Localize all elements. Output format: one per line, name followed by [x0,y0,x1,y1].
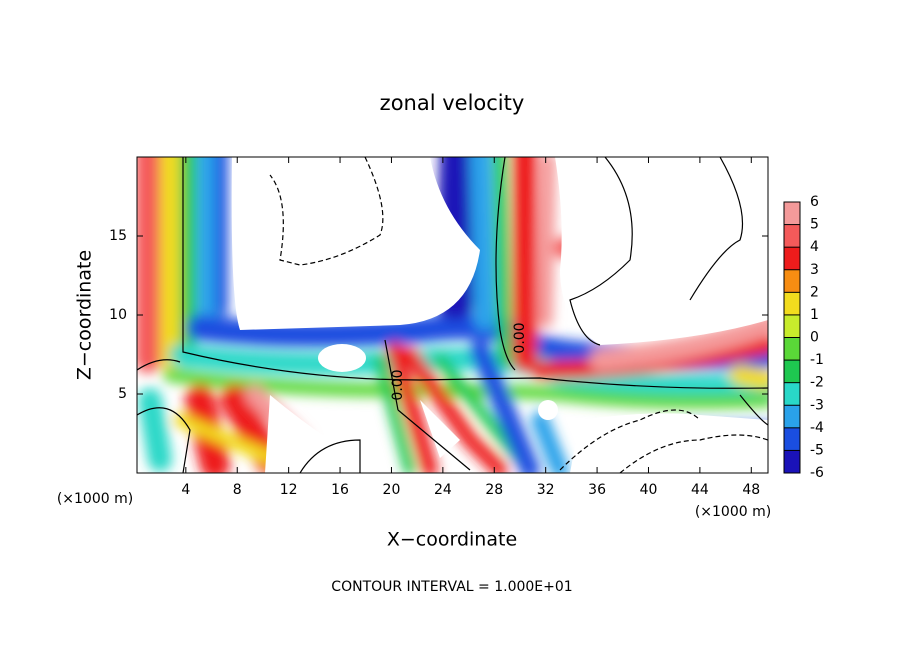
y-tick-label: 15 [109,228,127,244]
x-tick-label: 28 [485,482,503,498]
x-tick-label: 16 [331,482,349,498]
x-tick-label: 4 [181,482,190,498]
contour-label: 0.00 [390,369,406,400]
x-tick-label: 44 [691,482,709,498]
colorbar-box [784,427,800,451]
colorbar-box [784,360,800,383]
colorbar-label: -3 [810,397,824,413]
x-unit: (×1000 m) [695,504,771,520]
x-tick-label: 36 [588,482,606,498]
y-tick-label: 5 [118,386,127,402]
colorbar-label: -2 [810,375,824,391]
y-tick-label: 10 [109,307,127,323]
x-unit: (×1000 m) [57,491,133,507]
colorbar-label: 4 [810,239,819,255]
x-tick-label: 8 [233,482,242,498]
footer: CONTOUR INTERVAL = 1.000E+01 [331,579,572,595]
colorbar-label: 1 [810,307,819,323]
x-tick-label: 32 [537,482,555,498]
colorbar-box [784,450,800,473]
colorbar-label: -4 [810,420,824,436]
colorbar-label: -5 [810,442,824,458]
colorbar-box [784,337,800,361]
x-tick-label: 40 [640,482,658,498]
colorbar-box [784,292,800,315]
x-tick-label: 12 [280,482,298,498]
colorbar-box [784,314,800,338]
x-axis-label: X−coordinate [387,529,517,551]
colorbar-label: 0 [810,330,819,346]
colorbar-box [784,405,800,428]
colorbar-label: -6 [810,465,824,481]
colorbar-box [784,202,800,225]
colorbar-label: 2 [810,284,819,300]
x-tick-label: 48 [742,482,760,498]
colorbar-label: 3 [810,262,819,278]
colorbar-box [784,269,800,293]
colorbar-label: -1 [810,352,824,368]
y-axis-label: Z−coordinate [74,250,96,380]
colorbar-label: 5 [810,217,819,233]
x-tick-label: 20 [383,482,401,498]
colorbar-box [784,382,800,406]
chart-title: zonal velocity [380,91,525,115]
field [137,157,768,473]
colorbar-box [784,247,800,270]
colorbar-label: 6 [810,194,819,210]
x-tick-label: 24 [434,482,452,498]
colorbar-box [784,224,800,248]
contour-label: 0.00 [512,322,528,353]
